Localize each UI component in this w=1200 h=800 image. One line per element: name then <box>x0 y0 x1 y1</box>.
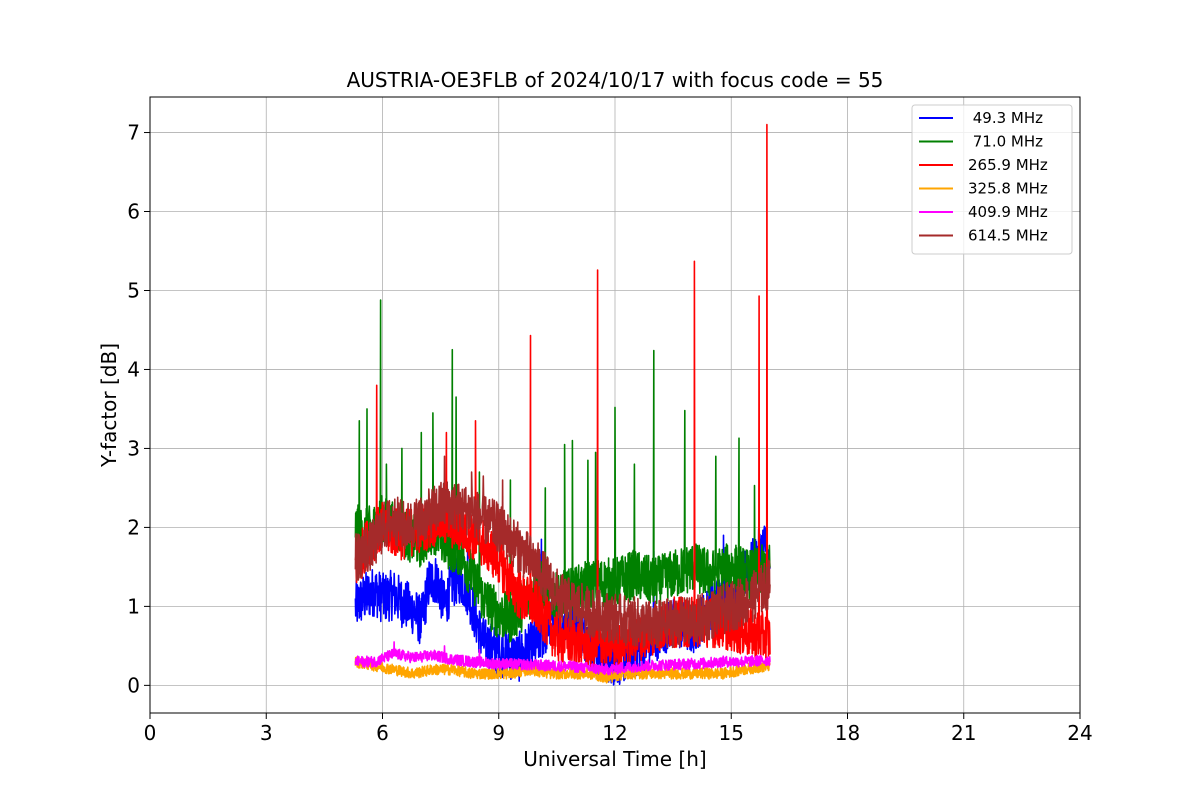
legend-label: 265.9 MHz <box>968 156 1048 174</box>
x-tick-label: 18 <box>835 721 860 745</box>
y-tick-label: 5 <box>127 278 140 302</box>
series-lines <box>354 123 771 686</box>
y-axis-label: Y-factor [dB] <box>97 343 121 468</box>
x-tick-label: 21 <box>951 721 976 745</box>
series-line-3 <box>354 656 771 684</box>
x-tick-label: 0 <box>144 721 157 745</box>
x-tick-label: 3 <box>260 721 273 745</box>
x-tick-label: 9 <box>492 721 505 745</box>
legend: 49.3 MHz 71.0 MHz 265.9 MHz 325.8 MHz 409.9… <box>911 104 1073 255</box>
x-tick-label: 15 <box>719 721 744 745</box>
legend-label: 614.5 MHz <box>968 227 1048 245</box>
chart-title: AUSTRIA-OE3FLB of 2024/10/17 with focus … <box>347 68 884 92</box>
x-axis-label: Universal Time [h] <box>523 747 706 771</box>
legend-label: 71.0 MHz <box>968 133 1043 151</box>
legend-label: 49.3 MHz <box>968 109 1043 127</box>
y-tick-label: 0 <box>127 673 140 697</box>
y-tick-label: 7 <box>127 121 140 145</box>
y-tick-label: 2 <box>127 515 140 539</box>
y-tick-label: 4 <box>127 357 140 381</box>
legend-label: 325.8 MHz <box>968 180 1048 198</box>
series-line-4 <box>354 641 771 676</box>
y-tick-label: 3 <box>127 436 140 460</box>
series-line-5 <box>354 455 771 649</box>
x-tick-label: 12 <box>602 721 627 745</box>
x-tick-label: 6 <box>376 721 389 745</box>
y-tick-label: 6 <box>127 200 140 224</box>
x-tick-label: 24 <box>1067 721 1092 745</box>
y-tick-label: 1 <box>127 594 140 618</box>
legend-label: 409.9 MHz <box>968 203 1048 221</box>
